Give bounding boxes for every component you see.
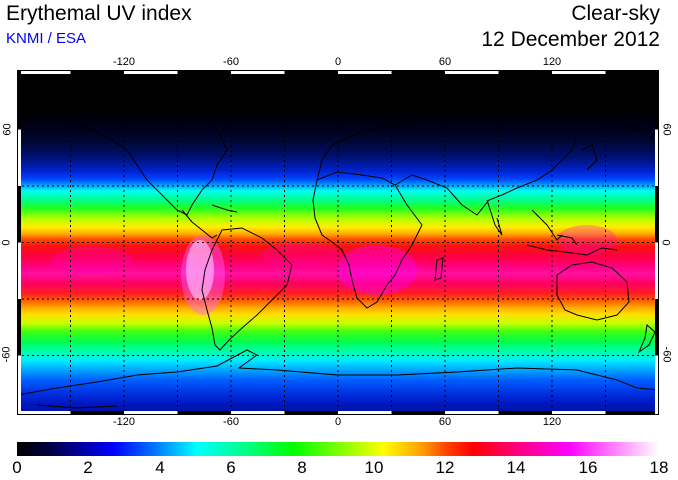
lon-label-bottom: -60 bbox=[223, 416, 239, 428]
lat-label-right: 60 bbox=[660, 123, 673, 136]
lat-label-right: 0 bbox=[659, 239, 672, 246]
map-overlay bbox=[18, 71, 658, 414]
sky-condition-label: Clear-sky bbox=[571, 2, 660, 25]
legend-tick-label: 2 bbox=[83, 458, 93, 477]
lon-label-bottom: 0 bbox=[334, 416, 342, 428]
lon-label-bottom: -120 bbox=[112, 416, 136, 428]
legend-tick-label: 18 bbox=[649, 458, 669, 477]
lon-label-top: -60 bbox=[223, 56, 239, 68]
legend-tick-label: 14 bbox=[506, 458, 526, 477]
lon-label-top: -120 bbox=[112, 56, 136, 68]
legend-tick-label: 6 bbox=[226, 458, 236, 477]
lon-label-bottom: 120 bbox=[542, 416, 562, 428]
lon-label-bottom: 60 bbox=[438, 416, 452, 428]
uv-hotspots bbox=[52, 225, 617, 315]
legend-tick-label: 12 bbox=[435, 458, 455, 477]
lon-label-top: 60 bbox=[438, 56, 452, 68]
date-label: 12 December 2012 bbox=[481, 28, 660, 51]
legend-tick-label: 16 bbox=[578, 458, 598, 477]
legend-tick-label: 4 bbox=[155, 458, 165, 477]
legend-tick-label: 8 bbox=[297, 458, 307, 477]
lon-label-top: 120 bbox=[542, 56, 562, 68]
lon-label-top: 0 bbox=[334, 56, 342, 68]
lat-label-right: -60 bbox=[660, 346, 673, 363]
legend-tick-label: 0 bbox=[12, 458, 22, 477]
lat-label-left: 60 bbox=[1, 123, 14, 136]
uv-index-map bbox=[17, 70, 659, 415]
source-label: KNMI / ESA bbox=[6, 30, 87, 47]
lat-label-left: 0 bbox=[0, 239, 13, 246]
lat-label-left: -60 bbox=[0, 346, 13, 363]
legend-tick-label: 10 bbox=[364, 458, 384, 477]
map-title: Erythemal UV index bbox=[6, 2, 192, 25]
graticule bbox=[18, 71, 658, 414]
uv-color-scale-bar bbox=[17, 442, 659, 456]
